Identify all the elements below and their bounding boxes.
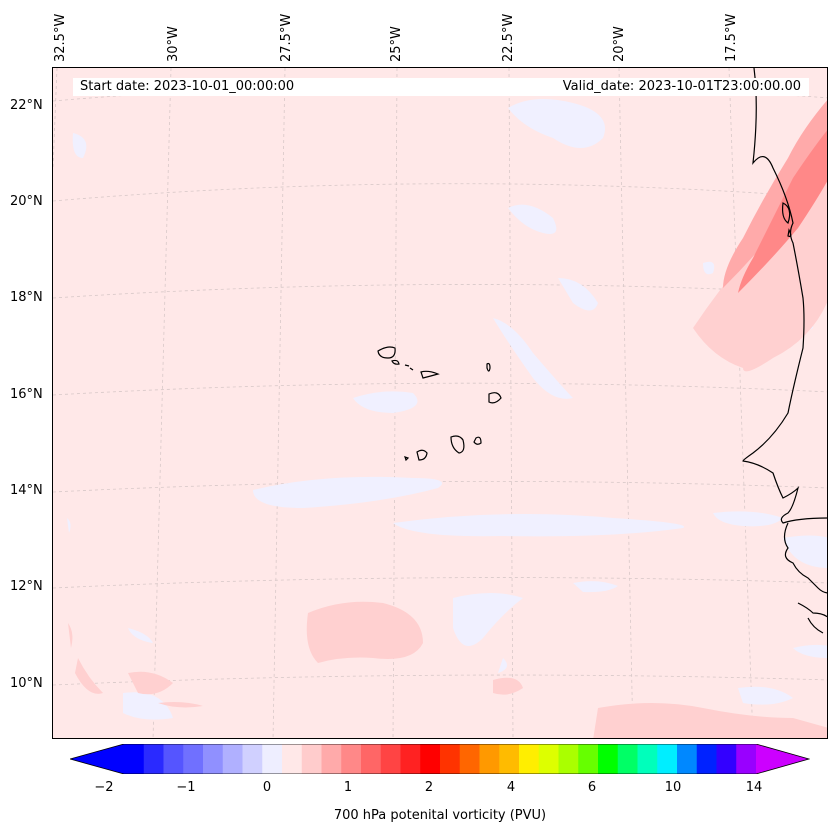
positive-pv-contours: [68, 131, 827, 738]
colorbar-cell: [282, 744, 303, 774]
colorbar-extend-high: [756, 744, 809, 774]
negative-pv-contours: [67, 99, 827, 720]
colorbar-cell: [637, 744, 658, 774]
colorbar-cell: [519, 744, 540, 774]
colorbar-cell: [617, 744, 638, 774]
colorbar-cells: [124, 744, 757, 774]
colorbar-tick-label: 4: [506, 780, 516, 795]
colorbar-cell: [696, 744, 717, 774]
longitude-label: 32.5°W: [53, 13, 68, 62]
colorbar-cell: [677, 744, 698, 774]
colorbar-tick-label: 1: [343, 780, 353, 795]
colorbar-cell: [459, 744, 480, 774]
colorbar-cell: [124, 744, 145, 774]
colorbar-cell: [499, 744, 520, 774]
valid-date-text: Valid_date: 2023-10-01T23:00:00.00: [562, 79, 801, 94]
colorbar-cell: [143, 744, 164, 774]
colorbar-tick-label: 2: [424, 780, 434, 795]
colorbar-cell: [321, 744, 342, 774]
colorbar-cell: [301, 744, 322, 774]
colorbar-outline: [70, 744, 810, 774]
map-panel: Start date: 2023-10-01_00:00:00 Valid_da…: [52, 67, 828, 739]
colorbar-cell: [479, 744, 500, 774]
colorbar-tick-label: 0: [262, 780, 272, 795]
latitude-label: 14°N: [10, 483, 43, 498]
map-canvas: [53, 68, 827, 738]
colorbar-cell: [578, 744, 599, 774]
colorbar-title: 700 hPa potenital vorticity (PVU): [333, 808, 547, 823]
graticule: [53, 68, 827, 738]
latitude-label: 18°N: [10, 290, 43, 305]
coastline: [742, 68, 827, 634]
latitude-label: 16°N: [10, 387, 43, 402]
colorbar-cell: [262, 744, 283, 774]
colorbar-cell: [420, 744, 441, 774]
colorbar-cell: [242, 744, 263, 774]
colorbar: [70, 744, 810, 774]
colorbar-tick-label: 14: [745, 780, 763, 795]
colorbar-cell: [380, 744, 401, 774]
colorbar-cell: [341, 744, 362, 774]
colorbar-tick-label: −2: [94, 780, 114, 795]
colorbar-cell: [400, 744, 421, 774]
latitude-label: 20°N: [10, 194, 43, 209]
colorbar-cell: [183, 744, 204, 774]
colorbar-cell: [716, 744, 737, 774]
longitude-label: 20°W: [612, 26, 627, 62]
colorbar-cell: [163, 744, 184, 774]
colorbar-cell: [361, 744, 382, 774]
cape-verde-islands: [377, 346, 502, 462]
longitude-label: 27.5°W: [279, 13, 294, 62]
longitude-label: 25°W: [389, 26, 404, 62]
colorbar-cell: [558, 744, 579, 774]
colorbar-cell: [222, 744, 243, 774]
colorbar-cell: [736, 744, 757, 774]
start-date-text: Start date: 2023-10-01_00:00:00: [80, 79, 295, 94]
colorbar-extend-low: [70, 744, 124, 774]
colorbar-cell: [538, 744, 559, 774]
colorbar-tick-label: 10: [664, 780, 682, 795]
date-info-bar: Start date: 2023-10-01_00:00:00 Valid_da…: [73, 78, 809, 96]
colorbar-tick-label: 6: [587, 780, 597, 795]
colorbar-cell: [203, 744, 224, 774]
longitude-label: 22.5°W: [501, 13, 516, 62]
latitude-label: 22°N: [10, 98, 43, 113]
latitude-label: 10°N: [10, 676, 43, 691]
colorbar-cell: [657, 744, 678, 774]
colorbar-tick-label: −1: [176, 780, 196, 795]
longitude-label: 30°W: [166, 26, 181, 62]
colorbar-cell: [440, 744, 461, 774]
latitude-label: 12°N: [10, 579, 43, 594]
longitude-label: 17.5°W: [724, 13, 739, 62]
colorbar-cell: [598, 744, 619, 774]
